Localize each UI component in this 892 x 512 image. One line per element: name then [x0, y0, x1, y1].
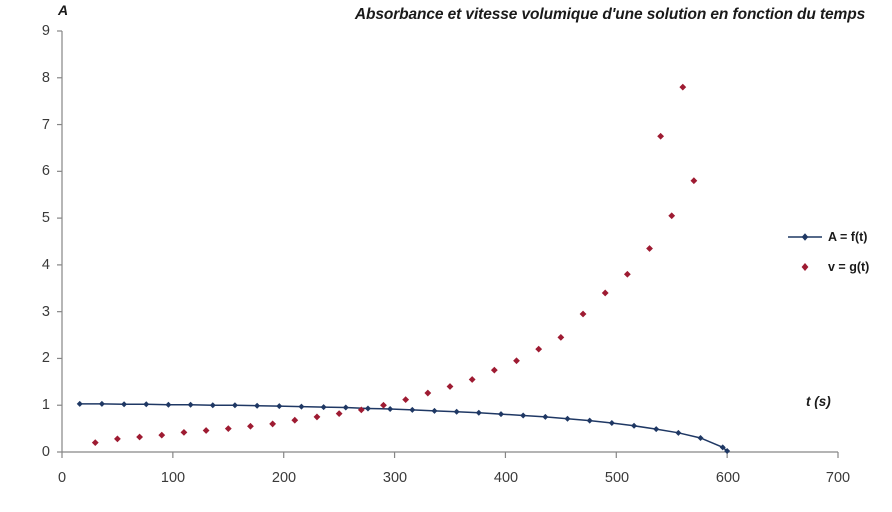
data-point: [298, 403, 305, 410]
y-tick-label-9: 9: [41, 23, 50, 39]
y-tick-label-1: 1: [41, 397, 50, 413]
x-tick-label-300: 300: [382, 470, 408, 486]
data-point: [497, 411, 504, 418]
data-point: [690, 177, 698, 185]
data-point: [564, 415, 571, 422]
series-line-0: [79, 403, 728, 452]
y-tick-label-4: 4: [41, 257, 50, 273]
data-point: [402, 396, 410, 404]
data-point: [231, 402, 238, 409]
data-point: [468, 376, 476, 383]
data-point: [98, 400, 105, 407]
legend-marker-red: [801, 263, 809, 271]
data-point: [520, 412, 527, 419]
data-point: [136, 433, 143, 441]
data-point: [247, 422, 254, 430]
data-point: [475, 409, 482, 416]
data-point: [269, 420, 277, 428]
legend-marker-blue: [788, 233, 822, 241]
data-point: [409, 406, 416, 413]
data-point: [623, 270, 631, 278]
series-a-f-t: [76, 400, 731, 455]
data-point: [608, 420, 615, 426]
data-point: [380, 401, 387, 409]
y-tick-label-6: 6: [41, 163, 50, 179]
legend-item-a-f-t[interactable]: A = f(t): [786, 228, 892, 258]
x-tick-label-200: 200: [271, 470, 297, 486]
data-point: [513, 357, 520, 365]
data-point: [313, 413, 321, 421]
data-point: [387, 405, 394, 412]
data-point: [631, 422, 638, 429]
data-point: [424, 389, 432, 397]
series-v-g-t: [91, 177, 698, 447]
data-point: [364, 405, 371, 412]
data-point: [76, 400, 83, 407]
data-point: [668, 212, 676, 220]
data-point: [431, 407, 438, 414]
data-point: [657, 132, 665, 140]
data-point: [653, 426, 660, 433]
x-tick-label-400: 400: [493, 470, 519, 486]
data-point: [291, 416, 299, 424]
legend-label-a-f-t: A = f(t): [828, 230, 868, 244]
data-point: [535, 345, 543, 353]
data-point: [357, 406, 365, 414]
data-point: [675, 429, 682, 436]
y-tick-label-7: 7: [41, 117, 50, 133]
data-point: [490, 366, 498, 374]
x-tick-label-100: 100: [160, 470, 186, 486]
data-point: [342, 404, 349, 411]
data-point: [209, 402, 216, 409]
data-point: [224, 425, 232, 433]
data-point: [276, 403, 283, 410]
data-point: [335, 410, 343, 418]
data-point: [165, 401, 172, 408]
y-tick-label-3: 3: [41, 304, 50, 320]
series-v-g-t-tail: [657, 83, 687, 140]
x-tick-label-0: 0: [57, 470, 67, 486]
legend-label-v-g-t: v = g(t): [828, 260, 870, 274]
data-point: [579, 310, 587, 318]
data-point: [121, 401, 128, 408]
data-point: [114, 435, 121, 443]
data-point: [601, 289, 609, 297]
data-point: [542, 413, 549, 420]
data-point: [180, 428, 188, 436]
chart-title: Absorbance et vitesse volumique d'une so…: [354, 6, 866, 23]
data-point: [453, 408, 460, 415]
data-point: [158, 431, 166, 439]
data-point: [719, 444, 726, 451]
y-tick-label-5: 5: [41, 210, 50, 226]
data-point: [646, 245, 653, 252]
x-tick-label-600: 600: [715, 470, 741, 486]
data-point: [697, 434, 704, 441]
y-axis-title: A: [58, 2, 69, 18]
y-tick-label-8: 8: [41, 70, 50, 86]
data-point: [202, 427, 210, 434]
data-point: [724, 448, 731, 455]
data-point: [320, 404, 327, 411]
y-tick-label-0: 0: [41, 444, 50, 460]
data-point: [557, 333, 565, 341]
x-tick-label-700: 700: [825, 470, 851, 486]
y-tick-label-2: 2: [41, 350, 50, 366]
data-point: [143, 401, 150, 408]
data-point: [254, 402, 261, 409]
x-tick-label-500: 500: [604, 470, 630, 486]
x-axis-title: t (s): [806, 394, 831, 409]
data-point: [91, 439, 99, 447]
axis-lines: [57, 30, 839, 458]
data-point: [586, 417, 593, 424]
data-series-layer: [76, 83, 731, 455]
data-point: [187, 401, 194, 408]
data-point: [679, 83, 687, 91]
legend: A = f(t) v = g(t): [786, 228, 892, 288]
data-point: [446, 383, 454, 390]
legend-item-v-g-t[interactable]: v = g(t): [786, 258, 892, 288]
